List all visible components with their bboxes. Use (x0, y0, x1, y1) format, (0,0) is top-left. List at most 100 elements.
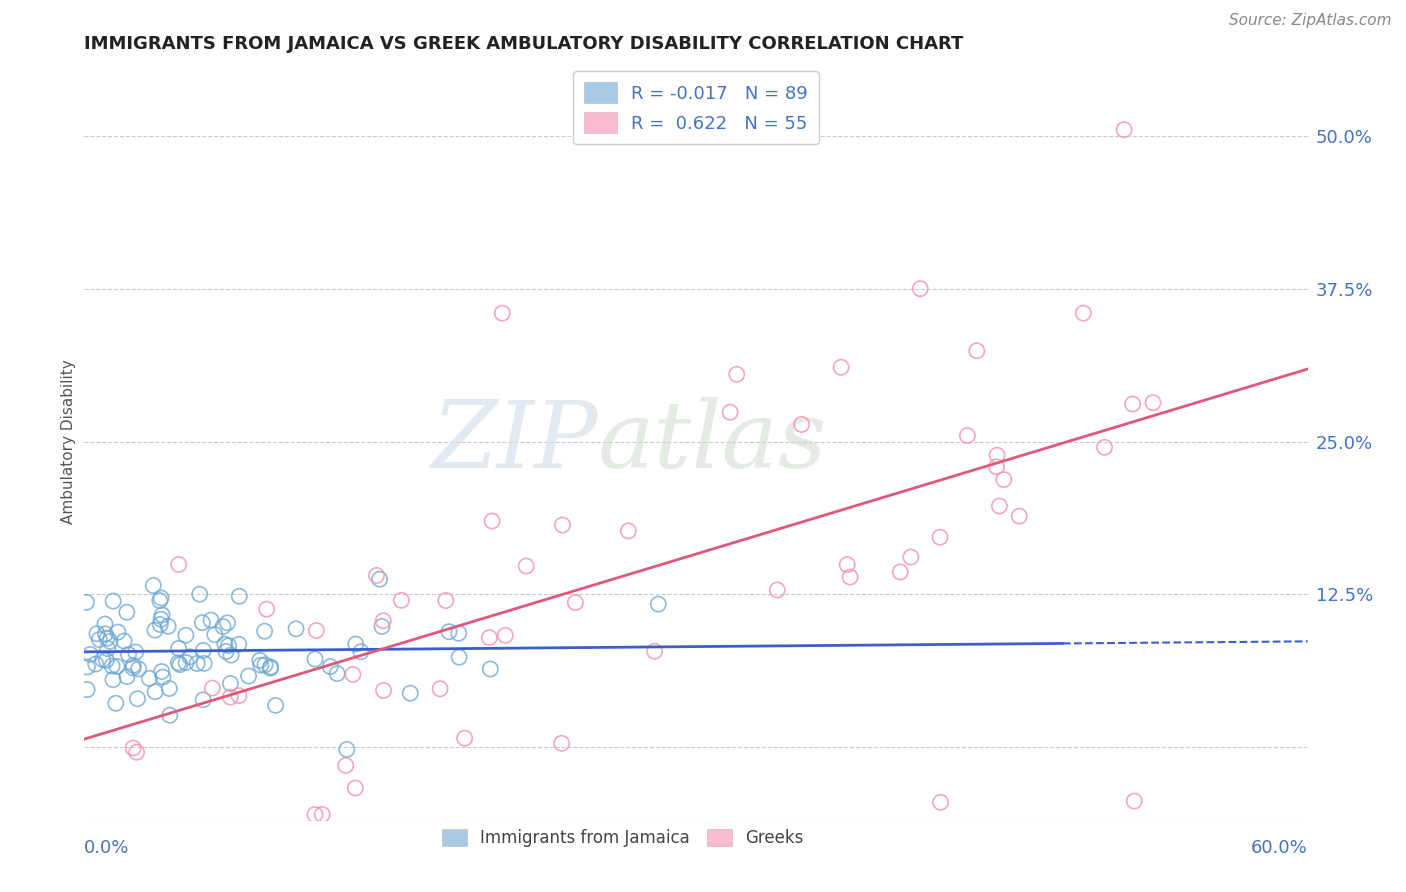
Point (478, 631, 501, 645)
Point (429, 681, 451, 696)
Point (167, 656, 190, 670)
Text: ZIP: ZIP (432, 397, 598, 486)
Text: 0.0%: 0.0% (84, 839, 129, 857)
Point (260, 660, 283, 674)
Text: IMMIGRANTS FROM JAMAICA VS GREEK AMBULATORY DISABILITY CORRELATION CHART: IMMIGRANTS FROM JAMAICA VS GREEK AMBULAT… (84, 35, 963, 53)
Point (98, 634, 121, 648)
Point (956, 428, 979, 442)
Point (839, 570, 862, 584)
Point (238, 669, 260, 683)
Point (1123, 794, 1146, 808)
Point (988, 499, 1011, 513)
Point (389, 593, 412, 607)
Point (218, 639, 240, 653)
Point (449, 650, 471, 665)
Point (453, 731, 475, 746)
Point (966, 343, 988, 358)
Point (157, 681, 180, 696)
Point (169, 657, 191, 672)
Point (1114, 122, 1136, 136)
Point (142, 578, 165, 592)
Point (191, 693, 214, 707)
Point (305, 624, 328, 638)
Point (91, 652, 114, 666)
Point (143, 623, 166, 637)
Point (900, 549, 922, 564)
Point (212, 619, 235, 633)
Point (447, 626, 470, 640)
Point (149, 593, 172, 607)
Point (285, 622, 308, 636)
Point (228, 589, 250, 603)
Point (186, 657, 208, 671)
Point (929, 530, 952, 544)
Point (550, 736, 572, 750)
Point (152, 670, 174, 684)
Point (344, 780, 367, 795)
Point (150, 607, 173, 622)
Point (115, 605, 138, 619)
Point (193, 657, 215, 671)
Point (718, 405, 741, 419)
Point (97, 641, 120, 656)
Point (335, 758, 357, 772)
Point (929, 795, 952, 809)
Point (101, 659, 124, 673)
Point (889, 565, 911, 579)
Point (336, 742, 359, 756)
Point (150, 591, 173, 605)
Point (94, 617, 117, 632)
Point (647, 597, 669, 611)
Text: atlas: atlas (598, 397, 828, 486)
Legend: Immigrants from Jamaica, Greeks: Immigrants from Jamaica, Greeks (436, 822, 810, 854)
Point (101, 673, 124, 687)
Point (993, 473, 1015, 487)
Point (179, 649, 201, 664)
Point (342, 667, 364, 681)
Point (259, 661, 281, 675)
Point (366, 568, 388, 582)
Point (138, 672, 160, 686)
Point (200, 613, 222, 627)
Point (167, 641, 190, 656)
Y-axis label: Ambulatory Disability: Ambulatory Disability (60, 359, 76, 524)
Point (264, 698, 287, 713)
Point (1122, 397, 1144, 411)
Point (368, 572, 391, 586)
Point (228, 637, 250, 651)
Point (228, 689, 250, 703)
Point (551, 518, 574, 533)
Point (122, 661, 145, 675)
Point (96, 631, 118, 645)
Point (76, 682, 98, 697)
Point (219, 676, 242, 690)
Point (344, 637, 367, 651)
Point (84, 657, 107, 671)
Point (373, 683, 395, 698)
Point (127, 691, 149, 706)
Point (128, 662, 150, 676)
Point (434, 593, 457, 607)
Point (644, 644, 666, 658)
Point (75, 595, 97, 609)
Point (157, 619, 180, 633)
Point (150, 665, 173, 679)
Point (790, 417, 813, 432)
Text: 60.0%: 60.0% (1251, 839, 1308, 857)
Point (201, 681, 224, 695)
Point (1142, 395, 1164, 409)
Point (89, 632, 111, 647)
Point (150, 612, 173, 626)
Point (515, 559, 537, 574)
Point (1073, 306, 1095, 320)
Point (217, 615, 239, 630)
Point (219, 690, 242, 705)
Point (174, 656, 197, 670)
Point (479, 662, 502, 676)
Point (112, 634, 135, 648)
Text: Source: ZipAtlas.com: Source: ZipAtlas.com (1229, 13, 1392, 29)
Point (837, 558, 859, 572)
Point (94, 627, 117, 641)
Point (249, 653, 271, 667)
Point (104, 696, 127, 710)
